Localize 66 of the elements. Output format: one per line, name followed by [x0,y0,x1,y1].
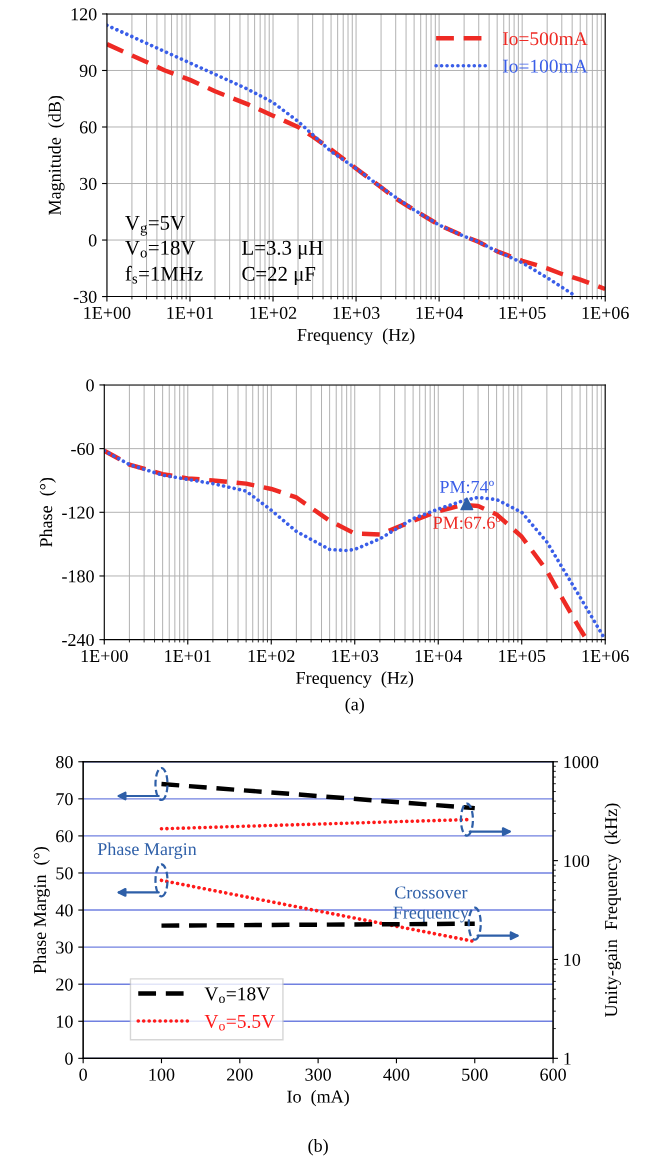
annotation: V$_{o}$=18V [125,240,196,258]
y-tick-label: 0 [86,379,94,392]
x-axis-title: Io (mA) [287,1089,349,1107]
x-tick-label: 1E+05 [499,306,546,319]
legend-label: Io=100mA [502,59,588,73]
x-tick-label: 1E+01 [165,649,211,663]
annotation: C=22 μF [242,266,316,286]
x-tick-label: 300 [305,1068,331,1081]
x-tick-label: 200 [227,1068,253,1081]
y-tick-label: -240 [62,633,94,647]
y-tick-label: 120 [71,8,97,21]
y-tick-label: 30 [80,177,97,190]
annotation: Phase Margin [97,842,197,859]
x-tick-label: 1E+04 [415,649,463,663]
y-tick-label: 60 [79,121,97,134]
x-tick-label: 100 [149,1068,175,1081]
y-tick-label: 20 [56,978,73,991]
y2-axis-title: Unity-gain Frequency (kHz) [604,803,621,1017]
x-tick-label: 600 [540,1068,566,1081]
x-tick-label: 1E+01 [167,306,214,319]
x-axis-title: Frequency (Hz) [297,328,415,345]
y-tick-label: 10 [56,1015,73,1028]
y-tick-label: 40 [55,904,73,917]
legend-label: V$_{o}$=5.5V [204,1014,275,1031]
y-tick-label: 0 [88,234,97,247]
y-axis-title: Phase (°) [39,477,56,547]
y-tick-label: 70 [56,793,73,806]
y-tick-label: 80 [56,756,73,769]
x-tick-label: 1E+06 [582,649,629,663]
y-tick-label: 50 [56,867,73,880]
annotation: V$_{g}$=5V [125,216,185,236]
x-tick-label: 1E+03 [333,306,380,319]
annotation: f$_{s}$=1MHz [125,265,203,284]
x-tick-label: 1E+02 [248,649,295,663]
x-axis-title: Frequency (Hz) [296,671,414,688]
y-tick-label: -60 [71,442,94,456]
x-tick-label: 1E+05 [499,649,546,663]
y-axis-title: Magnitude (dB) [48,95,65,215]
x-tick-label: 1E+00 [84,306,131,319]
y-tick-label: -30 [73,290,97,304]
y-tick-label: -120 [62,506,94,519]
y-tick-label: 0 [65,1052,73,1065]
annotation: PM:67.6º [433,516,501,529]
y-axis-title: Phase Margin (°) [33,846,50,974]
text: (a) [345,697,364,715]
y2-tick-label: 100 [564,854,590,868]
y-tick-label: 60 [56,830,73,843]
y2-tick-label: 1 [564,1052,571,1065]
y2-tick-label: 1000 [564,756,599,769]
x-tick-label: 1E+06 [582,306,629,319]
annotation: PM:74º [439,480,494,494]
legend-label: Io=500mA [502,32,588,46]
y-tick-label: 90 [79,64,97,77]
x-tick-label: 400 [383,1068,410,1081]
x-tick-label: 1E+00 [81,649,128,663]
x-tick-label: 1E+02 [250,306,297,319]
y-tick-label: 30 [56,941,73,954]
annotation: Crossover Frequency [393,886,469,923]
x-tick-label: 1E+04 [416,306,463,319]
text: (b) [308,1139,328,1156]
x-tick-label: 1E+03 [332,649,379,663]
y-tick-label: -180 [62,570,94,583]
legend-label: V$_{o}$=18V [204,987,271,1004]
annotation: L=3.3 μH [242,240,323,260]
x-tick-label: 500 [462,1068,488,1081]
y2-tick-label: 10 [564,953,581,966]
